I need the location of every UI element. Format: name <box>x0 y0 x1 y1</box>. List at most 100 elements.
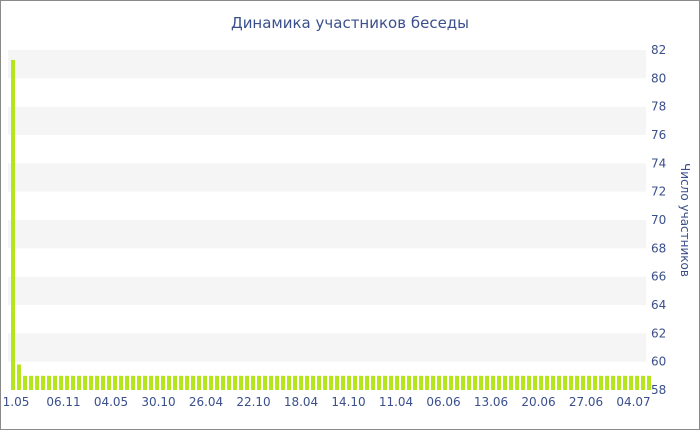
bar <box>443 375 447 390</box>
bar <box>83 375 87 390</box>
bar <box>629 375 633 390</box>
bar <box>29 375 33 390</box>
bar <box>203 375 207 390</box>
x-tick-label: 18.04 <box>284 395 318 409</box>
bar <box>341 375 345 390</box>
x-axis-ticks: 1.05 06.11 04.05 30.10 26.04 22.10 18.04 14.10 1… <box>3 395 651 409</box>
x-tick-label: 11.04 <box>379 395 413 409</box>
bar <box>317 375 321 390</box>
bar <box>155 375 159 390</box>
bar <box>485 375 489 390</box>
grid-band <box>8 276 646 305</box>
bar <box>245 375 249 390</box>
bar <box>215 375 219 390</box>
bar <box>173 375 177 390</box>
bar <box>209 375 213 390</box>
bar <box>23 375 27 390</box>
bar <box>161 375 165 390</box>
y-tick-label: 66 <box>651 270 666 284</box>
bar <box>323 375 327 390</box>
y-tick-label: 78 <box>651 100 666 114</box>
bar <box>413 375 417 390</box>
bar <box>137 375 141 390</box>
bar <box>575 375 579 390</box>
bar <box>131 375 135 390</box>
bar <box>41 375 45 390</box>
bar <box>569 375 573 390</box>
bar <box>617 375 621 390</box>
grid-band <box>8 106 646 135</box>
bar <box>359 375 363 390</box>
x-tick-label: 04.07 <box>616 395 650 409</box>
bar <box>605 375 609 390</box>
y-tick-label: 64 <box>651 298 666 312</box>
bar <box>533 375 537 390</box>
bar <box>53 375 57 390</box>
y-axis-ticks: 58 60 62 64 66 68 70 72 74 76 78 80 82 <box>651 43 666 397</box>
grid-band <box>8 220 646 249</box>
grid-band <box>8 333 646 362</box>
bar <box>17 364 21 390</box>
bar <box>335 375 339 390</box>
x-tick-label: 26.04 <box>189 395 223 409</box>
bar <box>347 375 351 390</box>
bar <box>491 375 495 390</box>
bar <box>71 375 75 390</box>
bar <box>467 375 471 390</box>
bar <box>527 375 531 390</box>
bar <box>35 375 39 390</box>
bar <box>77 375 81 390</box>
bar <box>497 375 501 390</box>
bar <box>179 375 183 390</box>
bar <box>353 375 357 390</box>
bar <box>257 375 261 390</box>
bar <box>59 375 63 390</box>
bar <box>557 375 561 390</box>
bar <box>419 375 423 390</box>
bar <box>365 375 369 390</box>
x-tick-label: 14.10 <box>331 395 365 409</box>
y-tick-label: 68 <box>651 241 666 255</box>
y-tick-label: 80 <box>651 71 666 85</box>
bar <box>11 59 15 391</box>
bar <box>299 375 303 390</box>
bar <box>281 375 285 390</box>
bar <box>287 375 291 390</box>
bar <box>149 375 153 390</box>
bar <box>539 375 543 390</box>
x-tick-label: 13.06 <box>474 395 508 409</box>
bar <box>107 375 111 390</box>
bar <box>329 375 333 390</box>
bar <box>401 375 405 390</box>
grid-bands <box>8 50 646 362</box>
bar <box>89 375 93 390</box>
bar <box>239 375 243 390</box>
bars <box>11 59 651 391</box>
bar <box>371 375 375 390</box>
bar <box>551 375 555 390</box>
bar <box>521 375 525 390</box>
bar <box>233 375 237 390</box>
y-tick-label: 60 <box>651 355 666 369</box>
bar <box>113 375 117 390</box>
bar <box>455 375 459 390</box>
bar <box>125 375 129 390</box>
bar <box>119 375 123 390</box>
bar <box>263 375 267 390</box>
bar <box>503 375 507 390</box>
x-tick-label: 04.05 <box>94 395 128 409</box>
y-tick-label: 74 <box>651 156 666 170</box>
bar <box>473 375 477 390</box>
bar <box>407 375 411 390</box>
x-tick-label: 1.05 <box>3 395 30 409</box>
y-tick-label: 82 <box>651 43 666 57</box>
bar <box>185 375 189 390</box>
bar <box>167 375 171 390</box>
bar <box>437 375 441 390</box>
x-tick-label: 30.10 <box>141 395 175 409</box>
bar <box>47 375 51 390</box>
bar <box>293 375 297 390</box>
bar <box>563 375 567 390</box>
grid-band <box>8 163 646 192</box>
